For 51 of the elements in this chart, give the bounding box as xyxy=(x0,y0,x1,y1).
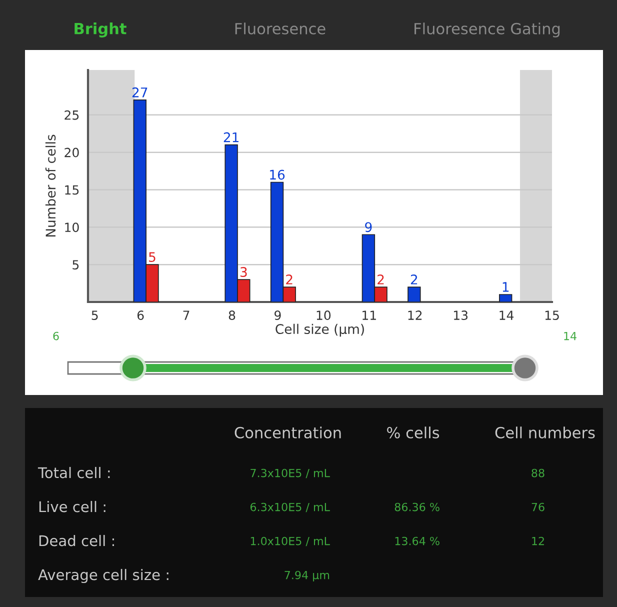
y-tick-label: 15 xyxy=(65,185,79,195)
data-label: 9 xyxy=(365,222,372,232)
y-tick-label: 25 xyxy=(64,110,79,120)
y-tick-label: 20 xyxy=(64,148,79,158)
data-label: 3 xyxy=(240,267,247,277)
data-label: 2 xyxy=(410,274,418,284)
text: Total cell : xyxy=(38,466,110,478)
text: Fluoresence xyxy=(235,22,326,34)
y-tick-label: 5 xyxy=(72,260,79,270)
x-tick-label: 12 xyxy=(408,310,422,320)
x-tick-label: 6 xyxy=(137,310,144,320)
text: Concentration xyxy=(234,426,341,438)
y-tick-label: 10 xyxy=(65,222,79,232)
bar xyxy=(408,286,421,302)
text: 7.3x10E5 / mL xyxy=(250,468,330,478)
x-tick-label: 14 xyxy=(500,310,514,320)
text: Bright xyxy=(74,22,126,38)
y-axis-title: Number of cells xyxy=(45,134,56,237)
x-tick-label: 15 xyxy=(545,310,559,320)
x-tick-label: 5 xyxy=(92,310,98,320)
text: 88 xyxy=(532,468,544,478)
x-axis-title: Cell size (μm) xyxy=(276,324,364,337)
text: 86.36 % xyxy=(394,502,440,512)
text: 14 xyxy=(564,332,576,340)
text: 1.0x10E5 / mL xyxy=(250,536,330,546)
x-tick-label: 13 xyxy=(454,310,468,320)
text: 12 xyxy=(532,536,544,546)
data-label: 1 xyxy=(502,282,509,292)
x-tick-label: 9 xyxy=(274,310,281,320)
text: Average cell size : xyxy=(38,568,168,584)
text: 7.94 μm xyxy=(284,570,330,582)
x-tick-label: 11 xyxy=(362,310,376,320)
text: Dead cell : xyxy=(39,534,114,546)
data-label: 5 xyxy=(149,252,156,262)
x-tick-label: 8 xyxy=(228,310,236,320)
x-tick-label: 10 xyxy=(316,310,331,320)
data-label: 21 xyxy=(224,132,238,142)
data-label: 27 xyxy=(132,87,148,98)
text: 76 xyxy=(532,502,544,512)
text: Cell numbers xyxy=(495,426,595,438)
data-label: 16 xyxy=(270,170,285,180)
text: % cells xyxy=(387,426,440,438)
text: Live cell : xyxy=(39,500,106,512)
text: Fluoresence Gating xyxy=(414,22,560,38)
text: 6.3x10E5 / mL xyxy=(250,502,330,512)
text: 6 xyxy=(53,332,59,340)
text: 13.64 % xyxy=(395,536,440,546)
bar xyxy=(499,294,512,302)
x-tick-label: 7 xyxy=(183,310,190,320)
data-label: 2 xyxy=(378,274,384,284)
data-label: 2 xyxy=(286,274,292,284)
